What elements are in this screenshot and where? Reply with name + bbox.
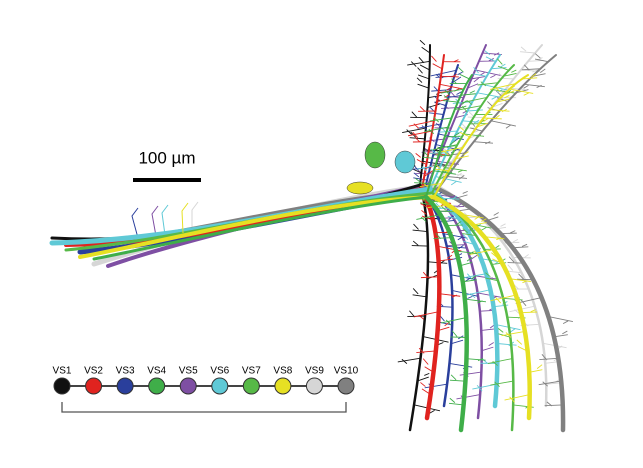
legend-swatch: [149, 378, 165, 394]
legend-label: VS3: [116, 366, 135, 377]
legend-label: VS4: [147, 366, 166, 377]
legend-label: VS9: [305, 366, 324, 377]
legend-label: VS2: [84, 366, 103, 377]
legend-swatch: [212, 378, 228, 394]
cell-body: [347, 182, 373, 194]
scale-bar-label: 100 µm: [138, 148, 195, 167]
legend-label: VS10: [334, 366, 359, 377]
legend-swatch: [117, 378, 133, 394]
legend-label: VS1: [53, 366, 72, 377]
legend-swatch: [243, 378, 259, 394]
legend-label: VS5: [179, 366, 198, 377]
legend-label: VS6: [210, 366, 229, 377]
legend-swatch: [180, 378, 196, 394]
legend-swatch: [86, 378, 102, 394]
legend-swatch: [54, 378, 70, 394]
cell-body: [395, 151, 415, 173]
legend-label: VS7: [242, 366, 261, 377]
legend-swatch: [275, 378, 291, 394]
legend-swatch: [306, 378, 322, 394]
legend-swatch: [338, 378, 354, 394]
figure: 100 µm VS1 VS2 VS3 VS4 VS5 VS6 VS7 VS8 VS9 VS10: [0, 0, 643, 468]
legend-label: VS8: [273, 366, 292, 377]
cell-body: [365, 142, 385, 168]
